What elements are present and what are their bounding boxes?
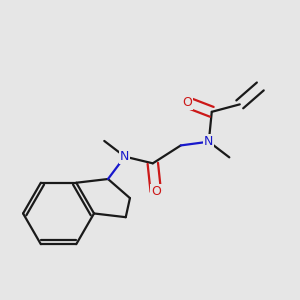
Text: N: N [204,135,214,148]
Text: O: O [151,185,161,198]
Text: O: O [183,96,193,109]
Text: N: N [120,150,130,163]
